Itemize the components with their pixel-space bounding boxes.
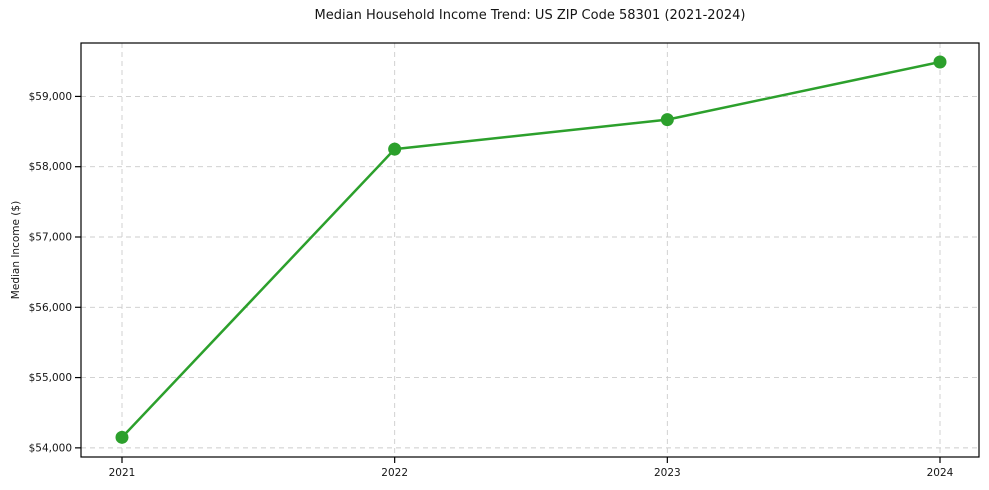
y-tick-label: $59,000 bbox=[29, 91, 72, 103]
data-point-marker bbox=[115, 430, 129, 444]
chart-title: Median Household Income Trend: US ZIP Co… bbox=[314, 8, 746, 23]
y-tick-label: $57,000 bbox=[29, 231, 72, 243]
y-tick-label: $56,000 bbox=[29, 302, 72, 314]
trend-line bbox=[120, 60, 942, 439]
y-tick-label: $54,000 bbox=[29, 442, 72, 454]
x-tick-label: 2024 bbox=[927, 467, 954, 479]
data-point-marker bbox=[388, 142, 402, 156]
y-tick-label: $58,000 bbox=[29, 161, 72, 173]
data-point-marker bbox=[933, 55, 947, 69]
x-tick-label: 2021 bbox=[109, 467, 136, 479]
y-tick-label: $55,000 bbox=[29, 372, 72, 384]
x-tick-label: 2023 bbox=[654, 467, 681, 479]
x-tick-label: 2022 bbox=[381, 467, 408, 479]
plot-border bbox=[80, 42, 980, 458]
data-point-marker bbox=[660, 113, 674, 127]
